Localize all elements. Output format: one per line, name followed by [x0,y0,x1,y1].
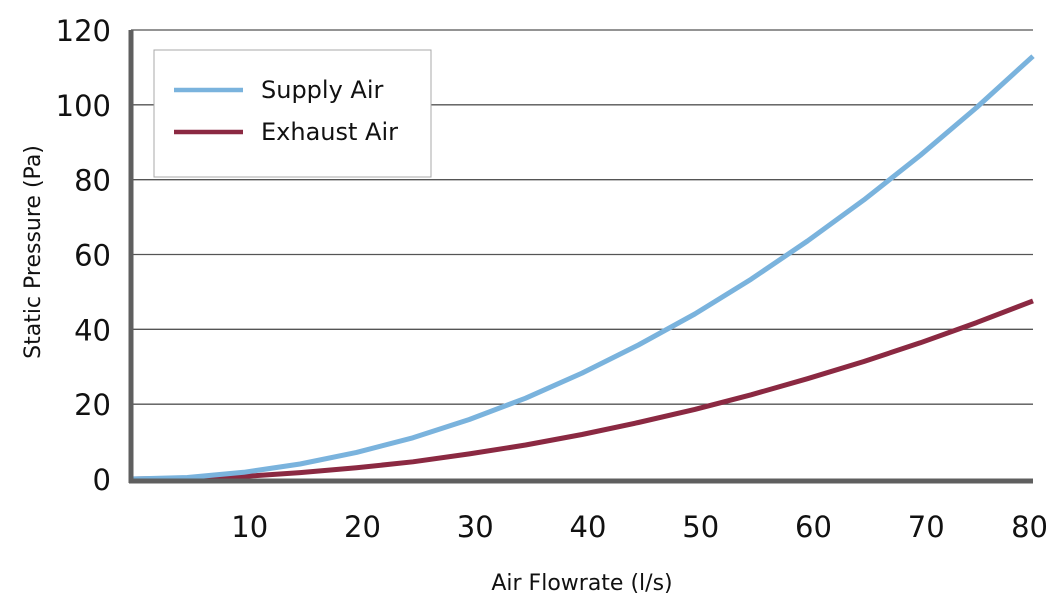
y-tick-label: 0 [93,463,111,497]
series-line-supply-air [130,54,1035,482]
y-tick-label: 80 [74,164,111,198]
x-tick-label: 10 [231,510,268,544]
legend-label-supply-air: Supply Air [261,76,384,104]
x-tick-label: 60 [795,510,832,544]
x-axis-ticks: 10 20 30 40 50 60 70 80 [231,510,1048,544]
series-line-exhaust-air [130,298,1034,482]
x-tick-label: 80 [1011,510,1048,544]
axes [128,30,1033,484]
legend: Supply Air Exhaust Air [153,49,432,178]
y-axis-ticks: 0 20 40 60 80 100 120 [56,14,111,497]
legend-label-exhaust-air: Exhaust Air [261,118,398,146]
x-axis-label: Air Flowrate (l/s) [491,571,672,596]
y-tick-label: 120 [56,14,111,48]
x-tick-label: 40 [570,510,607,544]
y-tick-label: 40 [74,313,111,347]
x-tick-label: 50 [682,510,719,544]
x-tick-label: 20 [344,510,381,544]
legend-box [153,49,432,178]
x-tick-label: 30 [457,510,494,544]
y-axis-label: Static Pressure (Pa) [21,145,46,359]
x-tick-label: 70 [908,510,945,544]
data-series [130,54,1035,482]
y-tick-label: 100 [56,89,111,123]
y-tick-label: 20 [74,388,111,422]
y-tick-label: 60 [74,239,111,273]
